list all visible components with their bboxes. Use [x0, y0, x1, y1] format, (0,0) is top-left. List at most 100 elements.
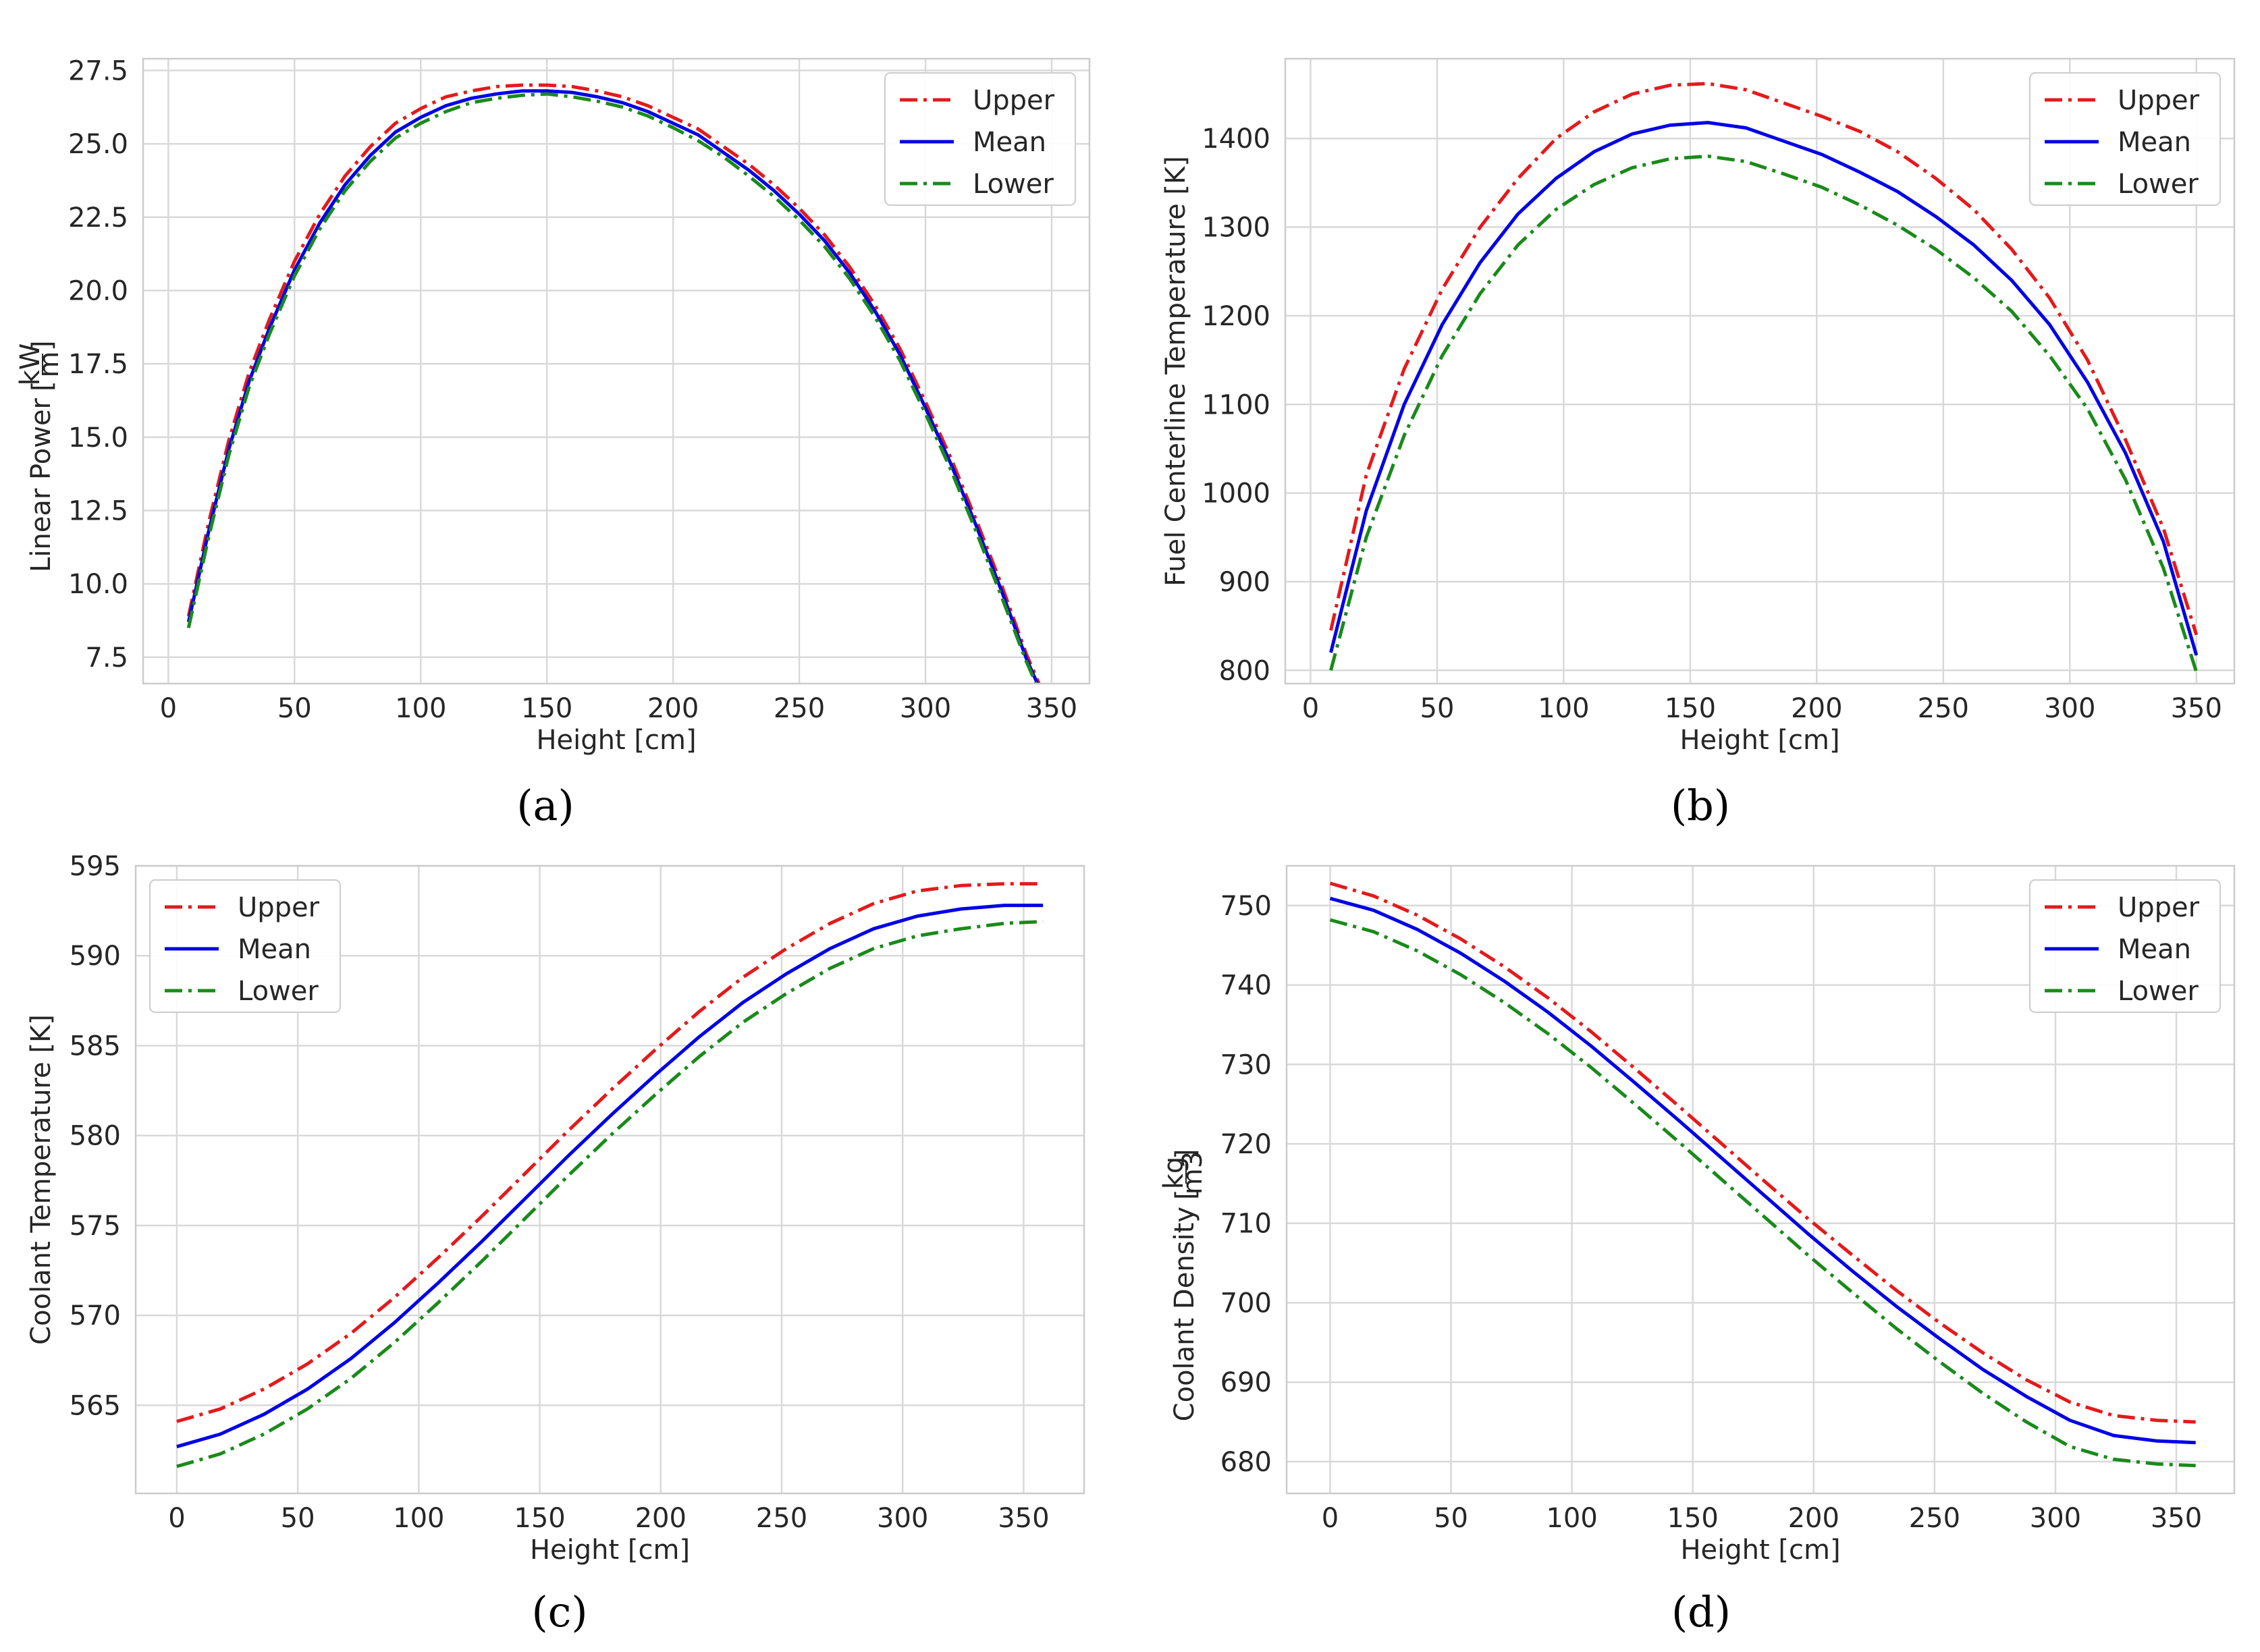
unit-numerator: kW [15, 343, 46, 386]
legend-label-upper: Upper [2118, 85, 2200, 116]
y-axis-label: Coolant Temperature [K] [26, 1014, 57, 1345]
series-line-lower [186, 92, 1038, 684]
x-tick-label: 350 [2151, 1503, 2202, 1534]
y-tick-label: 20.0 [68, 275, 128, 306]
x-tick-label: 300 [900, 693, 951, 724]
y-tick-label: 1300 [1202, 213, 1270, 244]
x-tick-label: 200 [635, 1503, 687, 1534]
x-tick-label: 150 [1667, 1503, 1719, 1534]
y-tick-label: 710 [1220, 1209, 1272, 1240]
y-tick-label: 25.0 [68, 129, 128, 160]
y-tick-label: 22.5 [68, 202, 128, 233]
legend-label-mean: Mean [238, 934, 311, 965]
x-tick-label: 100 [1538, 693, 1589, 724]
legend: Upper Mean Lower [149, 879, 341, 1013]
y-axis-label-text: Coolant Density [1169, 1207, 1200, 1421]
x-tick-label: 350 [2171, 693, 2222, 724]
y-axis-label-text: Fuel Centerline Temperature [K] [1160, 156, 1191, 586]
panel-caption: (c) [531, 1587, 587, 1636]
x-tick-label: 150 [521, 693, 572, 724]
x-tick-label: 200 [1791, 693, 1842, 724]
series-line-upper [176, 882, 1044, 1423]
x-tick-label: 300 [2030, 1503, 2081, 1534]
unit-denominator: m3 [1177, 1151, 1208, 1194]
legend-box [2029, 879, 2221, 1013]
series-line-mean [1329, 896, 2196, 1445]
y-tick-label: 17.5 [68, 349, 128, 380]
unit-denominator: m [34, 352, 65, 378]
x-tick-label: 200 [1788, 1503, 1839, 1534]
x-tick-label: 150 [514, 1503, 565, 1534]
x-tick-label: 300 [877, 1503, 928, 1534]
x-tick-label: 250 [1918, 693, 1969, 724]
legend: Upper Mean Lower [884, 72, 1076, 206]
x-tick-label: 250 [774, 693, 825, 724]
y-tick-label: 740 [1220, 970, 1272, 1001]
legend-box [149, 879, 341, 1013]
y-tick-label: 595 [70, 851, 121, 882]
legend-label-lower: Lower [238, 976, 319, 1007]
y-tick-label: 720 [1220, 1129, 1272, 1160]
y-axis-label: Fuel Centerline Temperature [K] [1160, 156, 1191, 586]
series-line-lower [1329, 918, 2196, 1468]
legend-label-lower: Lower [973, 169, 1054, 200]
series-line-mean [176, 904, 1044, 1449]
legend-label-lower: Lower [2118, 976, 2199, 1007]
panel-caption: (b) [1671, 781, 1730, 830]
x-tick-label: 350 [1026, 693, 1077, 724]
y-axis-label-text: Coolant Temperature [K] [26, 1014, 57, 1345]
y-tick-label: 900 [1219, 567, 1270, 598]
y-tick-label: 700 [1220, 1288, 1272, 1319]
y-tick-label: 750 [1220, 891, 1272, 922]
y-tick-label: 12.5 [68, 496, 128, 527]
legend-label-upper: Upper [973, 85, 1055, 116]
series-line-upper [1329, 881, 2196, 1424]
y-tick-label: 730 [1220, 1049, 1272, 1080]
y-tick-label: 580 [70, 1121, 121, 1152]
y-tick-label: 690 [1220, 1367, 1272, 1398]
legend-label-lower: Lower [2118, 169, 2199, 200]
legend: Upper Mean Lower [2029, 72, 2221, 206]
x-axis-label: Height [cm] [530, 1535, 690, 1566]
series-line-lower [1329, 155, 2199, 673]
legend: Upper Mean Lower [2029, 879, 2221, 1013]
y-tick-label: 585 [70, 1030, 121, 1062]
legend-label-mean: Mean [2118, 127, 2191, 158]
x-tick-label: 100 [395, 693, 446, 724]
series-line-upper [1329, 82, 2199, 636]
y-tick-label: 800 [1219, 655, 1270, 686]
series-line-upper [186, 83, 1041, 684]
x-tick-label: 0 [1302, 693, 1319, 724]
unit-numerator: kg [1158, 1157, 1189, 1190]
bracket-close: ] [27, 340, 58, 351]
legend-label-upper: Upper [2118, 892, 2200, 923]
x-tick-label: 150 [1665, 693, 1716, 724]
y-tick-label: 565 [70, 1390, 121, 1421]
y-axis-label: Linear Power [kWm] [15, 340, 65, 572]
axes-frame [1285, 864, 2236, 1495]
x-tick-label: 50 [1434, 1503, 1468, 1534]
y-tick-label: 27.5 [68, 55, 128, 86]
y-tick-label: 590 [70, 941, 121, 972]
legend-label-upper: Upper [238, 892, 320, 923]
y-tick-label: 1000 [1202, 478, 1270, 510]
axes-frame [134, 864, 1085, 1495]
y-axis-label-text: Linear Power [26, 397, 57, 572]
bracket-open: [ [27, 381, 58, 391]
x-tick-label: 300 [2044, 693, 2095, 724]
x-tick-label: 0 [168, 1503, 185, 1534]
x-tick-label: 0 [160, 693, 177, 724]
legend-label-mean: Mean [2118, 934, 2191, 965]
x-tick-label: 100 [1546, 1503, 1597, 1534]
chart-b: 0 50 100 150 200 250 300 350 800 900 1000 1100 1200 1… [1160, 57, 2236, 830]
x-tick-label: 50 [277, 693, 312, 724]
y-tick-label: 1200 [1202, 301, 1270, 332]
series-line-mean [186, 89, 1040, 684]
chart-c: 0 50 100 150 200 250 300 350 565 570 575 580 585 590 5… [26, 851, 1085, 1636]
y-tick-label: 680 [1220, 1447, 1272, 1478]
x-tick-label: 50 [281, 1503, 315, 1534]
y-tick-label: 570 [70, 1300, 121, 1331]
legend-label-mean: Mean [973, 127, 1046, 158]
